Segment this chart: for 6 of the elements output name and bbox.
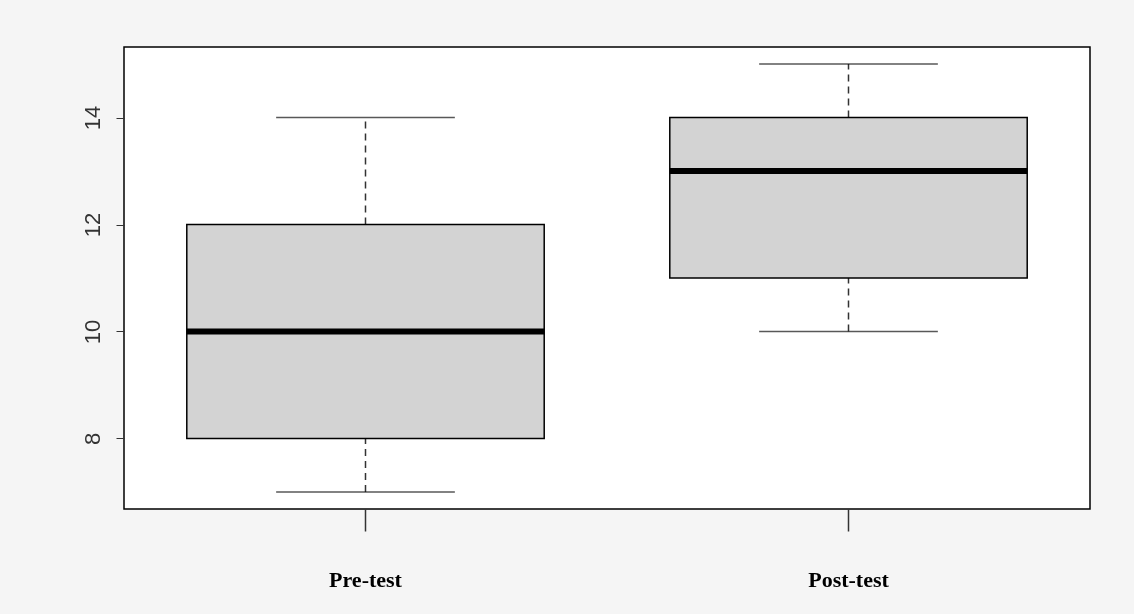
- y-tick-label: 14: [79, 105, 105, 131]
- x-tick-label: Pre-test: [329, 566, 403, 592]
- x-tick-label: Post-test: [808, 566, 890, 592]
- y-tick-label: 8: [79, 432, 105, 446]
- y-tick-label: 10: [79, 319, 105, 345]
- y-tick-label: 12: [79, 212, 105, 238]
